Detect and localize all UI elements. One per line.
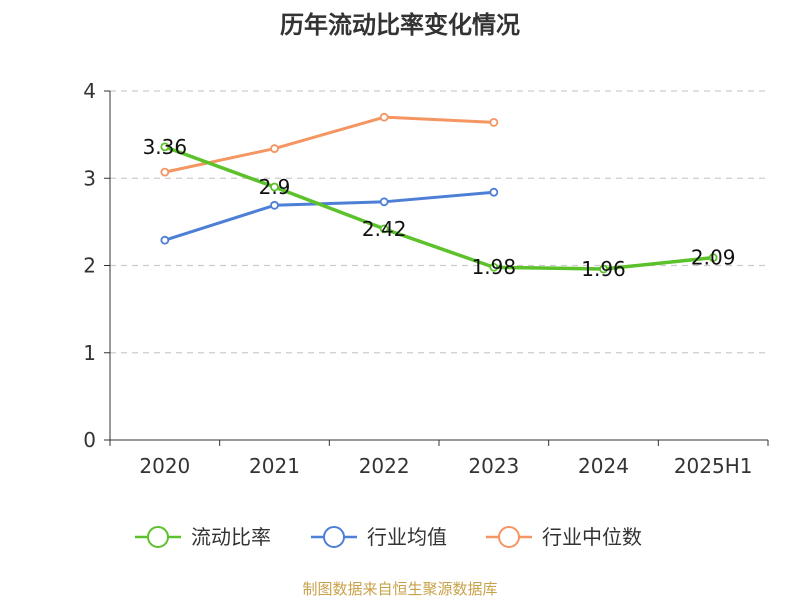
source-note: 制图数据来自恒生聚源数据库	[302, 580, 498, 598]
legend-marker	[498, 526, 520, 548]
data-point	[599, 264, 608, 274]
x-tick-label: 2022	[359, 454, 410, 478]
data-point	[160, 142, 170, 152]
data-point	[379, 112, 389, 122]
data-point	[270, 144, 279, 153]
series-line-2	[164, 115, 494, 174]
gridlines	[110, 90, 768, 354]
data-label: 1.98	[472, 255, 517, 279]
data-point	[160, 235, 170, 245]
legend-item-2: 行业中位数	[486, 525, 642, 549]
x-tick-label: 2023	[468, 454, 519, 478]
data-point	[270, 200, 279, 210]
data-labels: 3.36 2.9 2.42 1.98 1.96 2.09	[143, 135, 736, 281]
data-point	[270, 182, 279, 192]
y-tick-label: 2	[83, 254, 96, 278]
data-point	[379, 197, 389, 207]
y-tick-label: 3	[83, 166, 96, 190]
data-point	[489, 187, 499, 197]
legend-label: 行业均值	[367, 525, 447, 549]
y-tick-label: 4	[83, 79, 96, 103]
x-tick-label: 2025H1	[674, 454, 753, 478]
legend: 流动比率 行业均值 行业中位数	[135, 525, 642, 549]
data-point	[379, 224, 389, 234]
legend-label: 流动比率	[191, 525, 271, 549]
x-tick-label: 2024	[578, 454, 629, 478]
data-label: 2.09	[691, 246, 736, 270]
y-tick-label: 0	[83, 428, 96, 452]
x-tick-label: 2021	[249, 454, 300, 478]
data-label: 2.42	[362, 217, 407, 241]
series-lines	[160, 112, 718, 274]
legend-label: 行业中位数	[542, 525, 642, 549]
data-point	[489, 118, 499, 127]
legend-marker	[323, 526, 345, 548]
y-tick-label: 1	[83, 341, 96, 365]
series-line-1	[164, 190, 494, 242]
data-label: 3.36	[143, 135, 188, 159]
x-tick-label: 2020	[139, 454, 190, 478]
chart-title: 历年流动比率变化情况	[280, 11, 520, 39]
data-point	[160, 167, 170, 177]
legend-marker	[147, 526, 169, 548]
legend-item-1: 行业均值	[311, 525, 447, 549]
series-line-0	[164, 145, 714, 271]
data-point	[489, 262, 499, 272]
data-label: 1.96	[581, 257, 626, 281]
data-point	[708, 253, 718, 263]
axes: 0 1 2 3 4 2020 2021 2022 2023 2024 2025H1	[83, 79, 769, 478]
data-label: 2.9	[259, 175, 291, 199]
legend-item-0: 流动比率	[135, 525, 271, 549]
